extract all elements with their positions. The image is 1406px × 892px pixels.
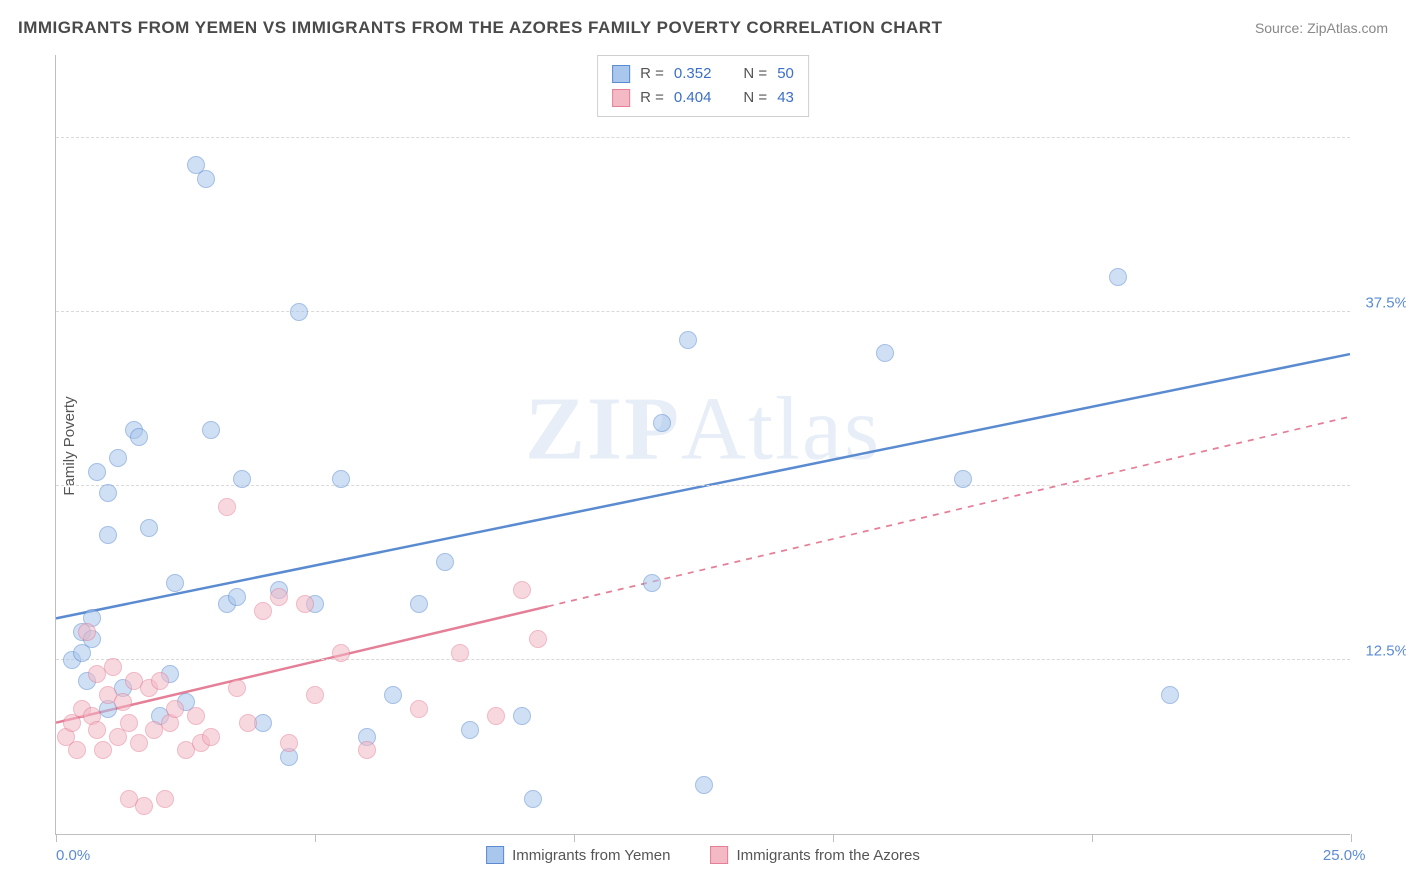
series-label-azores: Immigrants from the Azores <box>737 847 920 864</box>
marker-azores <box>114 693 132 711</box>
x-tick-label: 25.0% <box>1323 847 1366 864</box>
marker-azores <box>151 672 169 690</box>
marker-yemen <box>202 421 220 439</box>
marker-azores <box>332 644 350 662</box>
marker-azores <box>202 728 220 746</box>
marker-yemen <box>643 574 661 592</box>
x-tick <box>315 834 316 842</box>
trendline-azores-extrapolated <box>548 417 1350 607</box>
gridline-h <box>56 659 1350 660</box>
n-label: N = <box>743 62 767 86</box>
r-value-azores: 0.404 <box>674 86 712 110</box>
marker-yemen <box>140 519 158 537</box>
chart-title: IMMIGRANTS FROM YEMEN VS IMMIGRANTS FROM… <box>18 18 942 38</box>
marker-azores <box>78 623 96 641</box>
marker-azores <box>68 741 86 759</box>
y-tick-label: 12.5% <box>1365 642 1406 659</box>
x-tick <box>1092 834 1093 842</box>
marker-azores <box>218 498 236 516</box>
x-tick <box>56 834 57 842</box>
swatch-azores <box>711 846 729 864</box>
marker-azores <box>228 679 246 697</box>
marker-azores <box>104 658 122 676</box>
marker-azores <box>358 741 376 759</box>
marker-yemen <box>410 595 428 613</box>
series-legend: Immigrants from Yemen Immigrants from th… <box>486 846 920 864</box>
marker-yemen <box>109 449 127 467</box>
x-tick-label: 0.0% <box>56 847 90 864</box>
marker-azores <box>280 734 298 752</box>
marker-yemen <box>436 553 454 571</box>
source-prefix: Source: <box>1255 20 1307 36</box>
marker-yemen <box>653 414 671 432</box>
r-label: R = <box>640 86 664 110</box>
marker-azores <box>306 686 324 704</box>
marker-yemen <box>384 686 402 704</box>
marker-azores <box>529 630 547 648</box>
x-tick <box>1351 834 1352 842</box>
source-value: ZipAtlas.com <box>1307 20 1388 36</box>
marker-yemen <box>1109 268 1127 286</box>
swatch-yemen <box>612 65 630 83</box>
marker-azores <box>120 714 138 732</box>
marker-azores <box>187 707 205 725</box>
series-label-yemen: Immigrants from Yemen <box>512 847 670 864</box>
n-value-yemen: 50 <box>777 62 794 86</box>
correlation-legend: R = 0.352 N = 50 R = 0.404 N = 43 <box>597 55 809 117</box>
gridline-h <box>56 137 1350 138</box>
gridline-h <box>56 485 1350 486</box>
n-value-azores: 43 <box>777 86 794 110</box>
marker-yemen <box>461 721 479 739</box>
marker-yemen <box>513 707 531 725</box>
marker-azores <box>239 714 257 732</box>
scatter-plot: ZIPAtlas R = 0.352 N = 50 R = 0.404 N = … <box>55 55 1350 835</box>
marker-yemen <box>99 526 117 544</box>
marker-azores <box>166 700 184 718</box>
marker-yemen <box>228 588 246 606</box>
marker-azores <box>156 790 174 808</box>
x-tick <box>833 834 834 842</box>
r-label: R = <box>640 62 664 86</box>
marker-yemen <box>876 344 894 362</box>
legend-item-yemen: Immigrants from Yemen <box>486 846 670 864</box>
marker-azores <box>451 644 469 662</box>
trendline-yemen <box>56 354 1350 618</box>
marker-yemen <box>954 470 972 488</box>
swatch-yemen <box>486 846 504 864</box>
marker-yemen <box>254 714 272 732</box>
marker-azores <box>135 797 153 815</box>
marker-yemen <box>233 470 251 488</box>
marker-yemen <box>166 574 184 592</box>
marker-azores <box>88 721 106 739</box>
r-value-yemen: 0.352 <box>674 62 712 86</box>
legend-row-azores: R = 0.404 N = 43 <box>612 86 794 110</box>
marker-azores <box>296 595 314 613</box>
marker-azores <box>270 588 288 606</box>
marker-yemen <box>524 790 542 808</box>
n-label: N = <box>743 86 767 110</box>
marker-azores <box>513 581 531 599</box>
y-tick-label: 37.5% <box>1365 294 1406 311</box>
gridline-h <box>56 311 1350 312</box>
marker-yemen <box>695 776 713 794</box>
marker-yemen <box>290 303 308 321</box>
marker-yemen <box>1161 686 1179 704</box>
title-bar: IMMIGRANTS FROM YEMEN VS IMMIGRANTS FROM… <box>18 18 1388 38</box>
marker-azores <box>410 700 428 718</box>
marker-yemen <box>197 170 215 188</box>
marker-azores <box>94 741 112 759</box>
legend-row-yemen: R = 0.352 N = 50 <box>612 62 794 86</box>
marker-yemen <box>99 484 117 502</box>
marker-azores <box>130 734 148 752</box>
marker-azores <box>487 707 505 725</box>
source-label: Source: ZipAtlas.com <box>1255 20 1388 36</box>
marker-yemen <box>88 463 106 481</box>
marker-yemen <box>130 428 148 446</box>
legend-item-azores: Immigrants from the Azores <box>711 846 920 864</box>
marker-yemen <box>679 331 697 349</box>
marker-azores <box>254 602 272 620</box>
swatch-azores <box>612 89 630 107</box>
marker-yemen <box>332 470 350 488</box>
x-tick <box>574 834 575 842</box>
